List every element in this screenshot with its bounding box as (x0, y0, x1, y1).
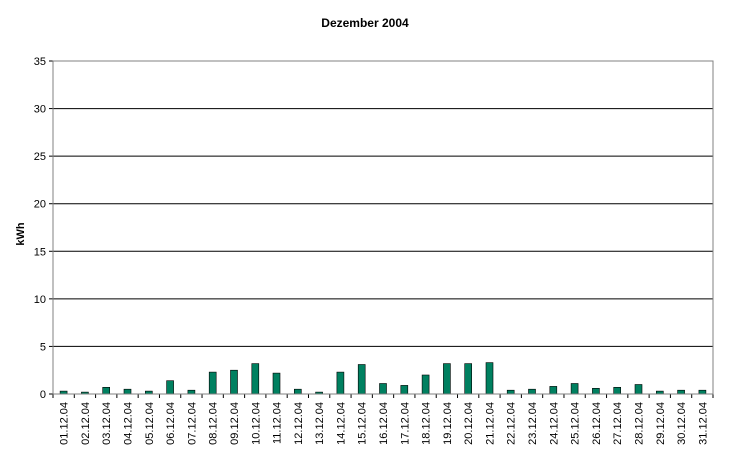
x-tick-label: 31.12.04 (697, 402, 709, 445)
bar-10.12.04 (251, 363, 260, 395)
bar-18.12.04 (421, 374, 430, 395)
y-tick-label: 20 (34, 199, 46, 211)
bar-23.12.04 (528, 388, 536, 395)
chart-title: Dezember 2004 (321, 16, 409, 30)
x-tick-label: 12.12.04 (293, 402, 305, 445)
x-tick-label: 17.12.04 (399, 402, 411, 445)
bar-09.12.04 (230, 369, 238, 395)
y-axis-ticks: 0 5 10 15 20 25 30 35 (34, 56, 53, 401)
bar-28.12.04 (634, 384, 643, 395)
bar-14.12.04 (336, 371, 345, 395)
bar-19.12.04 (443, 363, 451, 395)
bar-16.12.04 (379, 383, 387, 395)
x-tick-label: 16.12.04 (378, 402, 390, 445)
x-tick-label: 27.12.04 (612, 402, 624, 445)
y-tick-label: 5 (40, 341, 46, 353)
gridlines (53, 60, 713, 347)
x-tick-label: 20.12.04 (463, 402, 475, 445)
x-tick-label: 09.12.04 (229, 402, 241, 445)
x-axis-ticks: 01.12.04 02.12.04 03.12.04 04.12.04 05.12.04… (52, 394, 714, 445)
bar-12.12.04 (293, 388, 302, 395)
y-tick-label: 0 (40, 389, 46, 401)
bar-31.12.04 (698, 389, 707, 395)
x-tick-label: 04.12.04 (123, 402, 135, 445)
x-tick-label: 03.12.04 (101, 402, 113, 445)
x-tick-label: 08.12.04 (208, 402, 220, 445)
bar-07.12.04 (187, 389, 196, 395)
x-tick-label: 07.12.04 (186, 402, 198, 445)
x-tick-label: 05.12.04 (144, 402, 156, 445)
x-tick-label: 22.12.04 (506, 402, 518, 445)
x-tick-label: 29.12.04 (655, 402, 667, 445)
y-axis-label: kWh (15, 222, 27, 246)
bars (59, 362, 707, 395)
bar-20.12.04 (464, 363, 473, 395)
y-tick-label: 30 (34, 104, 46, 116)
y-tick-label: 10 (34, 294, 46, 306)
bar-08.12.04 (208, 371, 217, 395)
y-tick-label: 15 (34, 246, 46, 258)
x-tick-label: 15.12.04 (357, 402, 369, 445)
bar-15.12.04 (357, 364, 366, 395)
x-tick-label: 02.12.04 (80, 402, 92, 445)
x-tick-label: 26.12.04 (591, 402, 603, 445)
plot-area (52, 60, 714, 395)
x-tick-label: 19.12.04 (442, 402, 454, 445)
y-tick-label: 25 (34, 151, 46, 163)
bar-17.12.04 (400, 385, 409, 395)
x-tick-label: 30.12.04 (676, 402, 688, 445)
bar-22.12.04 (506, 389, 515, 395)
bar-26.12.04 (592, 387, 600, 395)
x-tick-label: 18.12.04 (421, 402, 433, 445)
x-tick-label: 28.12.04 (634, 402, 646, 445)
bar-06.12.04 (166, 380, 174, 395)
x-tick-label: 13.12.04 (314, 402, 326, 445)
x-tick-label: 21.12.04 (485, 402, 497, 445)
bar-30.12.04 (677, 389, 685, 395)
x-tick-label: 14.12.04 (335, 402, 347, 445)
bar-27.12.04 (613, 386, 622, 395)
bar-24.12.04 (549, 386, 558, 395)
bar-25.12.04 (570, 383, 579, 395)
x-tick-label: 10.12.04 (250, 402, 262, 445)
x-tick-label: 23.12.04 (527, 402, 539, 445)
x-tick-label: 24.12.04 (548, 402, 560, 445)
x-tick-label: 01.12.04 (59, 402, 71, 445)
bar-03.12.04 (102, 386, 110, 395)
x-tick-label: 11.12.04 (272, 402, 284, 444)
bar-04.12.04 (123, 388, 132, 395)
x-tick-label: 06.12.04 (165, 402, 177, 445)
y-tick-label: 35 (34, 56, 46, 68)
bar-21.12.04 (485, 362, 494, 395)
bar-11.12.04 (272, 372, 281, 395)
x-tick-label: 25.12.04 (570, 402, 582, 445)
